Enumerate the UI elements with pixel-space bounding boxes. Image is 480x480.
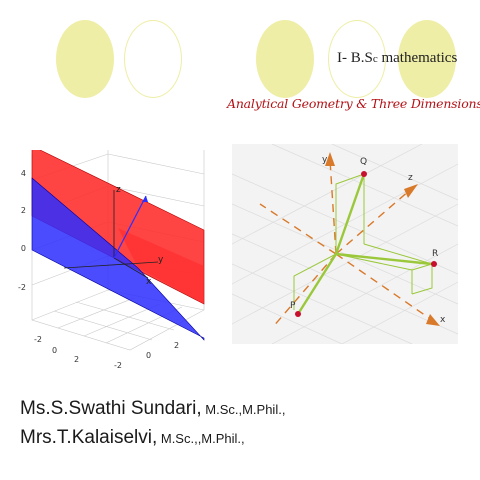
perspective-grid <box>232 144 458 344</box>
axis-label-x: x <box>440 315 446 325</box>
author-name: Ms.S.Swathi Sundari, <box>20 398 202 419</box>
red-plane-front <box>118 228 204 304</box>
decor-circle-4 <box>328 20 386 98</box>
z-tick-label: 2 <box>21 206 26 215</box>
z-tick-label: 0 <box>21 244 26 253</box>
author-line-2: Mrs.T.Kalaiselvi, M.Sc.,,M.Phil., <box>20 427 245 449</box>
decor-circle-2 <box>124 20 182 98</box>
point-q-marker <box>361 171 367 177</box>
axis-label-y: y <box>158 255 164 265</box>
axis-label-z: z <box>116 185 121 195</box>
z-tick-label: 4 <box>21 169 26 178</box>
subject-title: Analytical Geometry & Three Dimensions <box>227 96 480 111</box>
point-p-marker <box>295 311 301 317</box>
y-tick-label: 2 <box>174 341 179 350</box>
author-line-1: Ms.S.Swathi Sundari, M.Sc.,M.Phil., <box>20 398 285 420</box>
course-title: I- B.Sc mathematics <box>337 50 458 66</box>
point-label-r: R <box>432 249 438 259</box>
y-tick-label: -2 <box>114 361 122 370</box>
blue-plane <box>31 177 205 341</box>
point-label-p: P <box>290 301 296 311</box>
z-tick-label: -2 <box>18 283 26 292</box>
x-tick-label: 0 <box>52 346 57 355</box>
axis-arrow-z <box>404 184 418 198</box>
vectors <box>296 173 433 315</box>
author-degrees: M.Sc.,,M.Phil., <box>157 431 245 446</box>
decor-circle-5 <box>398 20 456 98</box>
axis-label-y: y <box>322 155 328 165</box>
author-name: Mrs.T.Kalaiselvi, <box>20 427 158 448</box>
axis-arrow-x <box>426 314 440 326</box>
axis-label-z: z <box>408 173 413 183</box>
axis-lines <box>259 159 433 329</box>
decor-circle-3 <box>256 20 314 98</box>
axis-arrow-y <box>325 152 335 166</box>
decor-circle-1 <box>56 20 114 98</box>
planes-3d-figure: z y x 4 2 0 -2 -2 0 2 -2 0 2 <box>18 150 205 370</box>
x-tick-label: -2 <box>34 335 42 344</box>
y-tick-label: 0 <box>146 351 151 360</box>
point-label-q: Q <box>360 157 367 167</box>
x-tick-label: 2 <box>74 355 79 364</box>
point-r-marker <box>431 261 437 267</box>
box-guides <box>293 173 433 310</box>
author-degrees: M.Sc.,M.Phil., <box>201 402 286 417</box>
axes-3d <box>63 190 159 279</box>
axis-label-x: x <box>146 277 152 287</box>
vectors-3d-figure: Q R P y z x <box>232 144 458 344</box>
